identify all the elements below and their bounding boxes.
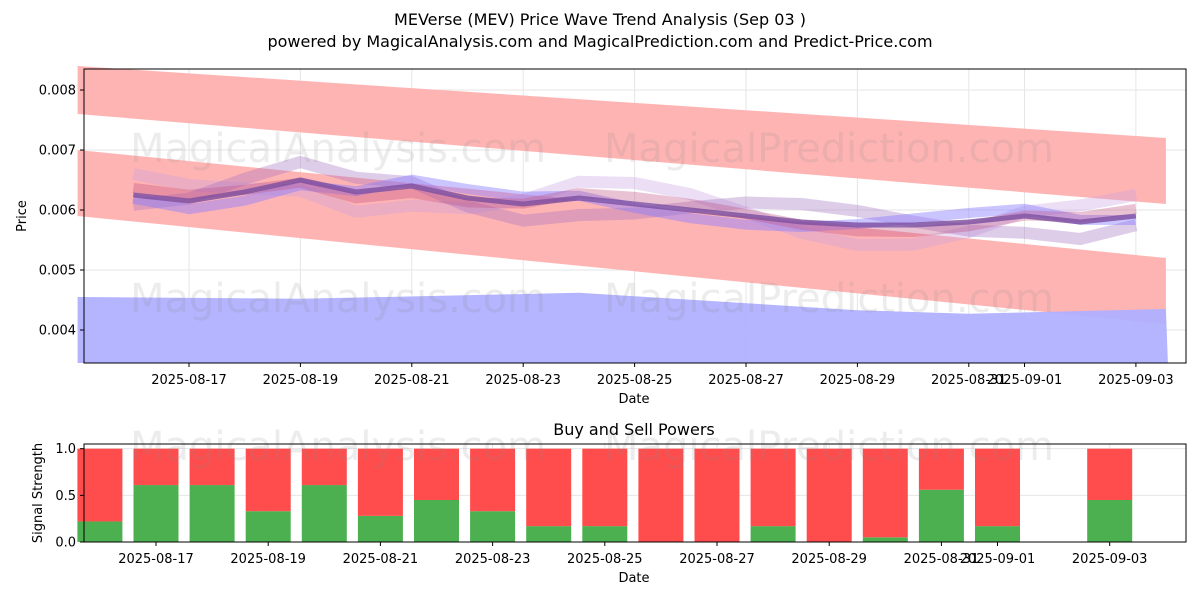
- lower-blue-band: [77, 292, 1168, 363]
- lower-red-band: [77, 150, 1166, 324]
- sell-bar: [918, 448, 964, 490]
- sell-bar: [301, 448, 347, 486]
- sell-bar: [1087, 448, 1133, 500]
- chart-title: MEVerse (MEV) Price Wave Trend Analysis …: [394, 10, 806, 29]
- signal-x-ticks: 2025-08-17 2025-08-19 2025-08-21 2025-08-23…: [118, 542, 1147, 567]
- signal-panel-title: Buy and Sell Powers: [553, 420, 715, 439]
- watermark-prediction-top: MagicalPrediction.com: [604, 126, 1054, 172]
- sell-bar: [806, 448, 852, 542]
- price-y-tick-label: 0.005: [39, 264, 76, 279]
- sell-bar: [414, 448, 459, 500]
- price-x-tick-label: 2025-08-29: [820, 373, 896, 388]
- price-line: [133, 177, 1137, 228]
- buy-bar: [357, 515, 403, 542]
- price-x-tick-label: 2025-09-01: [987, 373, 1063, 388]
- signal-y-tick-label: 0.5: [55, 489, 76, 504]
- price-x-axis-label: Date: [618, 392, 649, 407]
- signal-x-tick-label: 2025-08-25: [567, 552, 643, 567]
- price-y-tick-label: 0.006: [39, 204, 76, 219]
- price-x-tick-label: 2025-08-31: [931, 373, 1007, 388]
- sell-bar: [245, 448, 291, 512]
- buy-bar: [918, 489, 964, 542]
- signal-x-tick-label: 2025-08-29: [791, 552, 867, 567]
- signal-x-tick-label: 2025-08-21: [343, 552, 419, 567]
- sell-bar: [470, 448, 516, 512]
- signal-bars: [77, 448, 1133, 542]
- sell-bar: [694, 448, 740, 542]
- watermark-analysis-mid: MagicalAnalysis.com: [130, 276, 546, 322]
- price-panel: MagicalAnalysis.com MagicalPrediction.co…: [15, 66, 1187, 407]
- watermark-prediction-bottom: MagicalPrediction.com: [604, 424, 1054, 470]
- buy-bar: [77, 521, 123, 542]
- buy-bar: [582, 526, 628, 542]
- signal-y-tick-label: 1.0: [55, 442, 76, 457]
- price-x-tick-label: 2025-08-21: [374, 373, 450, 388]
- sell-bar: [357, 448, 403, 516]
- buy-bar: [245, 511, 291, 542]
- buy-bar: [414, 500, 459, 542]
- watermark-prediction-mid: MagicalPrediction.com: [604, 276, 1054, 322]
- price-y-tick-label: 0.004: [39, 324, 76, 339]
- signal-x-tick-label: 2025-09-01: [960, 552, 1036, 567]
- price-x-tick-label: 2025-08-25: [597, 373, 673, 388]
- sell-bar: [526, 448, 572, 527]
- sell-bar: [638, 448, 684, 542]
- buy-bar: [975, 526, 1020, 542]
- price-lines: [132, 156, 1138, 251]
- sell-bar: [975, 448, 1020, 527]
- sell-bar: [189, 448, 235, 486]
- price-y-ticks: 0.004 0.005 0.006 0.007 0.008: [39, 84, 84, 339]
- signal-y-axis-label: Signal Strength: [31, 443, 46, 543]
- buy-bar: [189, 485, 235, 542]
- buy-bar: [526, 526, 572, 542]
- upper-red-band: [77, 66, 1166, 204]
- chart-subtitle: powered by MagicalAnalysis.com and Magic…: [267, 32, 933, 51]
- price-wave-line-0: [132, 168, 1138, 251]
- buy-bar: [1087, 500, 1133, 542]
- signal-x-tick-label: 2025-08-31: [904, 552, 980, 567]
- price-bands: [77, 66, 1168, 363]
- price-x-tick-label: 2025-08-19: [263, 373, 339, 388]
- price-x-tick-label: 2025-08-23: [485, 373, 561, 388]
- sell-bar: [77, 448, 123, 522]
- signal-x-tick-label: 2025-08-23: [455, 552, 531, 567]
- price-x-tick-label: 2025-09-03: [1098, 373, 1174, 388]
- buy-bar: [301, 485, 347, 542]
- sell-bar: [862, 448, 908, 538]
- price-x-tick-label: 2025-08-27: [708, 373, 784, 388]
- price-wave-line-2: [132, 174, 1136, 233]
- signal-panel: Buy and Sell Powers MagicalAnalysis.com …: [31, 420, 1187, 586]
- signal-x-tick-label: 2025-08-17: [118, 552, 194, 567]
- signal-axes-border: [83, 443, 1187, 543]
- signal-x-tick-label: 2025-08-19: [230, 552, 306, 567]
- signal-x-tick-label: 2025-08-27: [679, 552, 755, 567]
- signal-x-axis-label: Date: [618, 571, 649, 586]
- buy-bar: [862, 537, 908, 542]
- signal-x-tick-label: 2025-09-03: [1072, 552, 1148, 567]
- price-y-tick-label: 0.007: [39, 144, 76, 159]
- price-x-tick-label: 2025-08-17: [151, 373, 227, 388]
- price-y-tick-label: 0.008: [39, 84, 76, 99]
- buy-bar: [470, 511, 516, 542]
- price-x-ticks: 2025-08-17 2025-08-19 2025-08-21 2025-08-23…: [151, 363, 1174, 388]
- signal-y-ticks: 0.0 0.5 1.0: [55, 442, 84, 551]
- buy-bar: [750, 526, 796, 542]
- sell-bar: [133, 448, 179, 486]
- buy-bar: [133, 485, 179, 542]
- sell-bar: [582, 448, 628, 527]
- sell-bar: [750, 448, 796, 527]
- price-wave-line-3: [132, 177, 1137, 238]
- signal-y-tick-label: 0.0: [55, 536, 76, 551]
- price-y-axis-label: Price: [15, 200, 30, 232]
- watermark-analysis-bottom: MagicalAnalysis.com: [130, 424, 546, 470]
- price-wave-line-1: [132, 156, 1138, 246]
- watermark-analysis-top: MagicalAnalysis.com: [130, 126, 546, 172]
